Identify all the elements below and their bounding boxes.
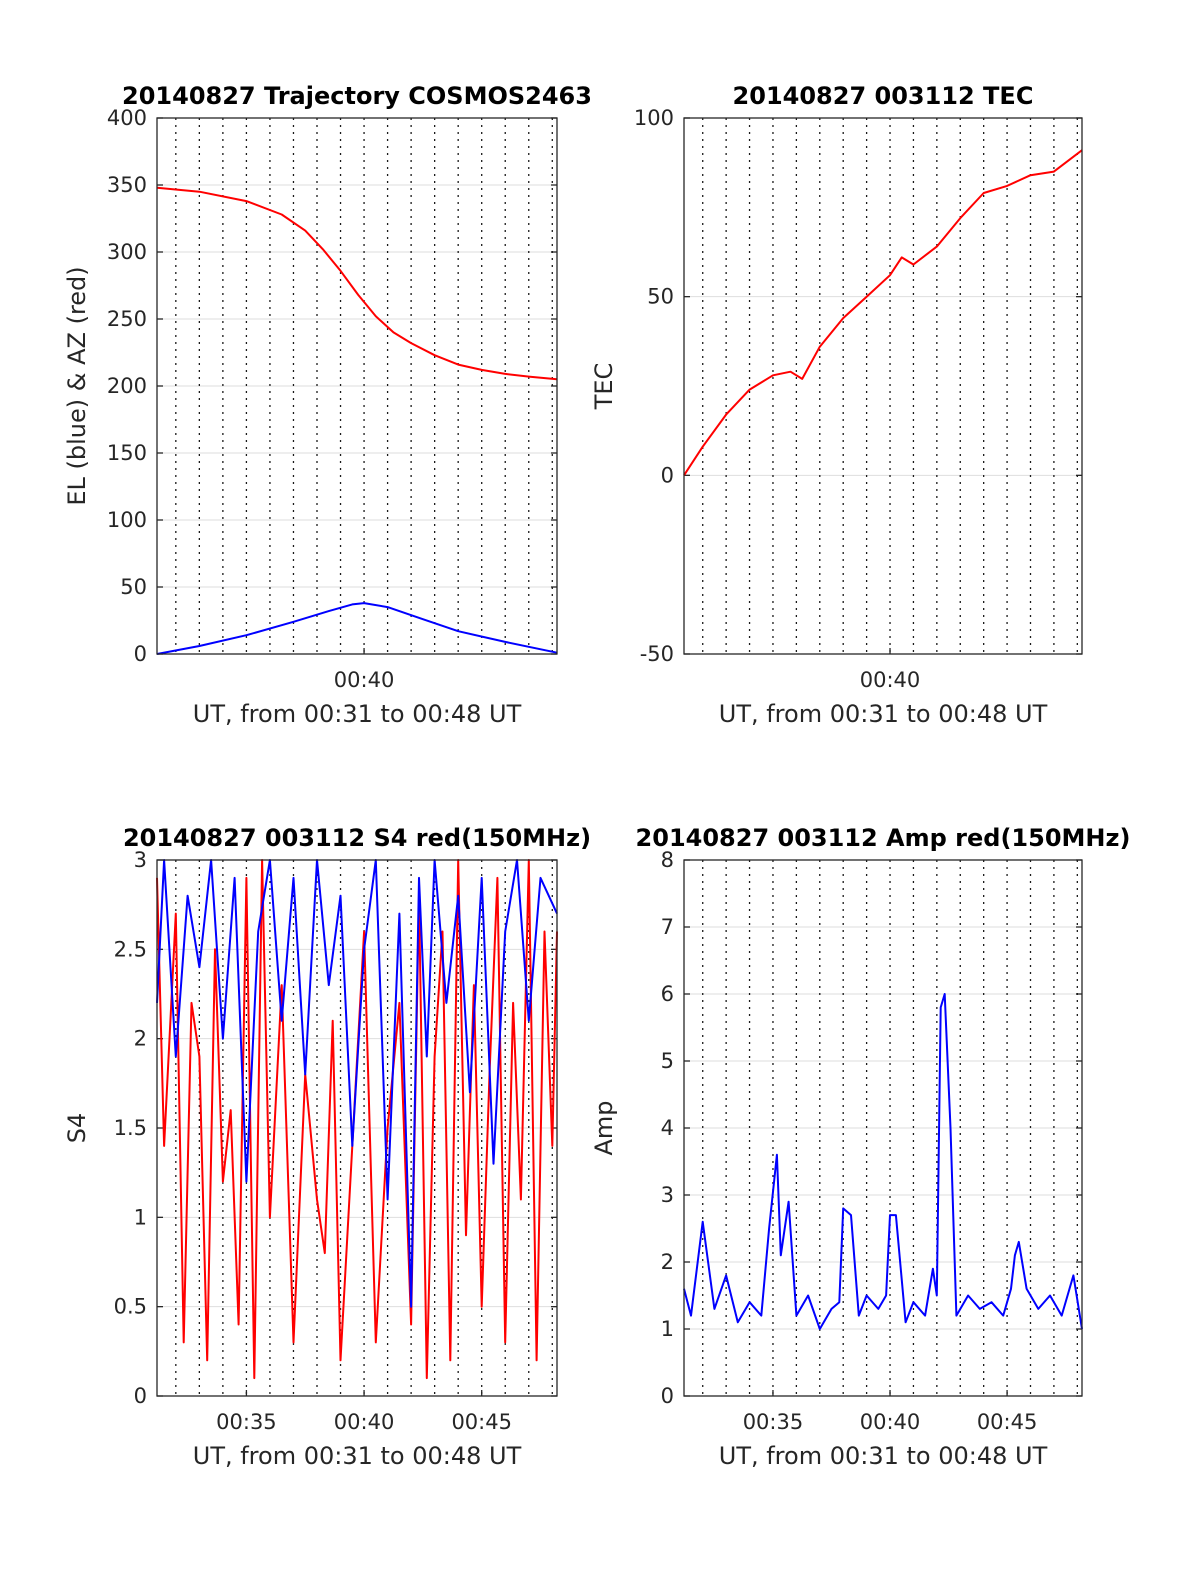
y-tick-label: 3 <box>134 848 147 872</box>
chart-title: 20140827 003112 S4 red(150MHz) <box>123 824 591 852</box>
series-line-2 <box>156 602 558 655</box>
chart-panel-4: 0 1 2 3 4 5 6 7 8 00:35 00:40 00:45 20140827 003112 … <box>590 824 1130 1470</box>
y-axis-label: Amp <box>590 1100 618 1155</box>
x-tick-label: 00:40 <box>334 668 395 692</box>
y-tick-label: 8 <box>661 848 674 872</box>
plot-frame <box>156 859 558 1397</box>
y-tick-label: 200 <box>107 374 147 398</box>
y-tick-label: 5 <box>661 1049 674 1073</box>
y-axis-label: TEC <box>590 363 618 411</box>
y-tick-label: -50 <box>640 642 674 666</box>
x-tick-label: 00:45 <box>451 1410 512 1434</box>
y-tick-label: 2 <box>134 1027 147 1051</box>
series-line-1 <box>156 186 558 381</box>
x-axis-label: UT, from 00:31 to 00:48 UT <box>193 1442 522 1470</box>
y-tick-label: 300 <box>107 240 147 264</box>
x-axis-label: UT, from 00:31 to 00:48 UT <box>719 1442 1048 1470</box>
y-tick-label: 0 <box>661 1384 674 1408</box>
y-tick-label: 50 <box>647 285 674 309</box>
y-tick-label: 2.5 <box>114 937 147 961</box>
y-tick-label: 0.5 <box>114 1295 147 1319</box>
series-line-1 <box>683 149 1083 476</box>
y-tick-label: 400 <box>107 106 147 130</box>
x-tick-label: 00:45 <box>977 1410 1038 1434</box>
y-tick-label: 1 <box>661 1317 674 1341</box>
chart-title: 20140827 003112 Amp red(150MHz) <box>636 824 1131 852</box>
x-axis-label: UT, from 00:31 to 00:48 UT <box>193 700 522 728</box>
chart-title: 20140827 Trajectory COSMOS2463 <box>122 82 592 110</box>
x-tick-label: 00:40 <box>860 1410 921 1434</box>
y-tick-label: 250 <box>107 307 147 331</box>
y-tick-label: 0 <box>134 1384 147 1408</box>
y-tick-label: 50 <box>120 575 147 599</box>
plot-frame <box>683 117 1083 655</box>
x-tick-label: 00:40 <box>334 1410 395 1434</box>
x-axis-label: UT, from 00:31 to 00:48 UT <box>719 700 1048 728</box>
y-tick-label: 2 <box>661 1250 674 1274</box>
y-axis-label: S4 <box>63 1113 91 1144</box>
y-tick-label: 4 <box>661 1116 674 1140</box>
x-tick-label: 00:40 <box>860 668 921 692</box>
plot-frame <box>683 859 1083 1397</box>
chart-title: 20140827 003112 TEC <box>733 82 1034 110</box>
y-tick-label: 150 <box>107 441 147 465</box>
y-tick-label: 7 <box>661 915 674 939</box>
chart-panel-1: 0 50 100 150 200 250 300 350 400 00:40 20140827 Tr… <box>63 82 592 728</box>
y-tick-label: 0 <box>134 642 147 666</box>
y-tick-label: 100 <box>634 106 674 130</box>
series-line-1 <box>683 993 1083 1330</box>
x-tick-label: 00:35 <box>216 1410 277 1434</box>
y-tick-label: 3 <box>661 1183 674 1207</box>
chart-panel-3: 0 0.5 1 1.5 2 2.5 3 00:35 00:40 00:45 20140827 003… <box>63 824 591 1470</box>
y-tick-label: 6 <box>661 982 674 1006</box>
y-tick-label: 0 <box>661 463 674 487</box>
y-axis-label: EL (blue) & AZ (red) <box>63 266 91 505</box>
y-tick-label: 1 <box>134 1205 147 1229</box>
chart-panel-2: -50 0 50 100 00:40 20140827 003112 TEC UT, fro… <box>590 82 1083 728</box>
y-tick-label: 100 <box>107 508 147 532</box>
y-tick-label: 1.5 <box>114 1116 147 1140</box>
plot-frame <box>156 117 558 655</box>
y-tick-label: 350 <box>107 173 147 197</box>
series-line-2 <box>156 859 558 1308</box>
x-tick-label: 00:35 <box>743 1410 804 1434</box>
